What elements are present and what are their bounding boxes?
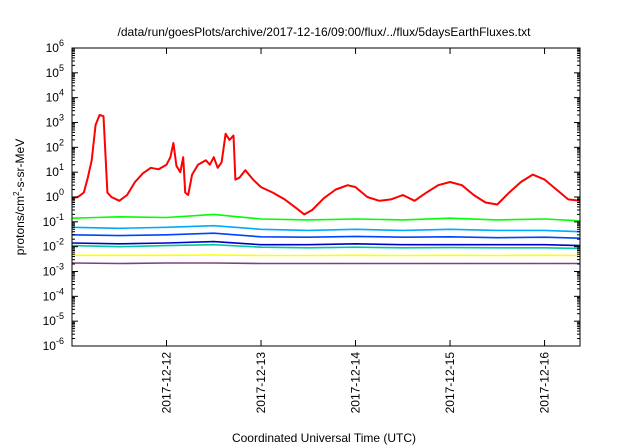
y-tick-label: 10-2 <box>43 237 64 254</box>
y-axis-label-sup: 2 <box>12 191 21 196</box>
x-tick-label: 2017-12-13 <box>254 352 268 414</box>
y-tick-label: 100 <box>46 187 64 204</box>
x-tick-label: 2017-12-16 <box>538 352 552 414</box>
series-line-3 <box>71 224 581 233</box>
y-tick-label: 105 <box>46 63 64 80</box>
y-tick-label: 10-1 <box>43 212 64 229</box>
y-tick-label: 101 <box>46 162 64 179</box>
x-axis: 2017-12-12 2017-12-13 2017-12-14 2017-12-15… <box>160 48 552 413</box>
x-axis-label: Coordinated Universal Time (UTC) <box>232 431 416 445</box>
x-tick-label: 2017-12-12 <box>160 352 174 414</box>
x-tick-label: 2017-12-14 <box>349 352 363 414</box>
y-tick-label: 10-6 <box>43 336 64 353</box>
y-tick-label: 102 <box>46 137 64 154</box>
series-line-6 <box>71 243 581 250</box>
series-line-5 <box>71 240 581 247</box>
y-tick-label: 106 <box>46 38 64 55</box>
series-line-7 <box>72 254 581 257</box>
series-line-4 <box>71 232 581 239</box>
y-tick-label: 103 <box>46 113 64 130</box>
y-axis-label: protons/cm2-s-sr-MeV <box>12 139 27 255</box>
chart-title: /data/run/goesPlots/archive/2017-12-16/0… <box>118 25 532 39</box>
y-axis-label-base: protons/cm <box>13 196 27 255</box>
y-tick-label: 10-3 <box>43 262 64 279</box>
y-tick-label: 104 <box>46 88 64 105</box>
x-tick-label: 2017-12-15 <box>443 352 457 414</box>
y-axis: 10-6 10-5 10-4 10-3 10-2 10-1 100 101 102 103 104 1… <box>43 38 580 353</box>
series-line-2 <box>71 213 581 222</box>
series-line-1 <box>71 114 581 216</box>
y-axis-label-rest: -s-sr-MeV <box>13 139 27 192</box>
y-tick-label: 10-4 <box>43 286 64 303</box>
series-line-8 <box>71 262 580 265</box>
y-tick-label: 10-5 <box>43 311 64 328</box>
series-layer <box>71 114 581 265</box>
